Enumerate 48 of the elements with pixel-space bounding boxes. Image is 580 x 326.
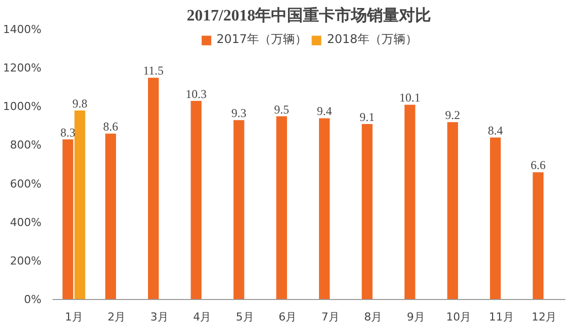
data-label: 9.2 xyxy=(445,108,460,122)
bar xyxy=(490,138,501,300)
data-label: 11.5 xyxy=(143,64,164,78)
x-tick-label: 4月 xyxy=(193,310,212,324)
bar xyxy=(532,172,544,300)
bar xyxy=(319,118,330,300)
x-tick-label: 5月 xyxy=(236,310,254,324)
data-label: 9.5 xyxy=(274,102,290,116)
data-label: 9.4 xyxy=(316,104,332,118)
y-tick-label: 1000% xyxy=(3,100,42,114)
bar xyxy=(62,139,74,300)
bar xyxy=(404,104,416,300)
y-tick-label: 200% xyxy=(10,254,42,268)
y-tick-label: 1400% xyxy=(3,23,42,36)
data-label: 8.4 xyxy=(488,124,503,138)
bar xyxy=(234,120,244,300)
bar xyxy=(362,124,373,300)
bar xyxy=(148,78,159,300)
bar xyxy=(190,100,202,300)
chart-title: 2017/2018年中国重卡市场销量对比 xyxy=(186,6,432,24)
data-label: 9.8 xyxy=(72,96,88,110)
data-label: 10.3 xyxy=(186,86,207,101)
y-tick-label: 0% xyxy=(24,293,42,306)
x-tick-label: 1月 xyxy=(64,310,83,324)
y-tick-label: 800% xyxy=(10,138,42,152)
x-tick-label: 7月 xyxy=(321,310,340,324)
y-tick-label: 400% xyxy=(10,216,42,229)
legend-label: 2017年（万辆） xyxy=(216,31,307,48)
data-label: 10.1 xyxy=(399,90,420,105)
y-tick-label: 600% xyxy=(10,177,42,190)
x-tick-label: 6月 xyxy=(278,310,297,324)
x-tick-label: 9月 xyxy=(406,310,425,324)
x-tick-label: 2月 xyxy=(108,310,126,324)
data-label: 9.1 xyxy=(360,110,375,124)
bar xyxy=(276,116,288,300)
x-tick-label: 3月 xyxy=(150,310,168,324)
data-label: 9.3 xyxy=(231,106,246,120)
bar xyxy=(447,122,458,300)
x-tick-label: 11月 xyxy=(488,310,514,324)
bar xyxy=(74,110,86,300)
x-tick-label: 12月 xyxy=(532,310,557,324)
data-label: 8.6 xyxy=(103,120,118,134)
legend-label: 2018年（万辆） xyxy=(327,31,418,48)
y-tick-label: 1200% xyxy=(3,62,42,75)
x-tick-label: 8月 xyxy=(364,310,382,324)
data-label: 6.6 xyxy=(530,158,546,172)
bar xyxy=(105,134,116,300)
x-tick-label: 10月 xyxy=(446,310,472,324)
